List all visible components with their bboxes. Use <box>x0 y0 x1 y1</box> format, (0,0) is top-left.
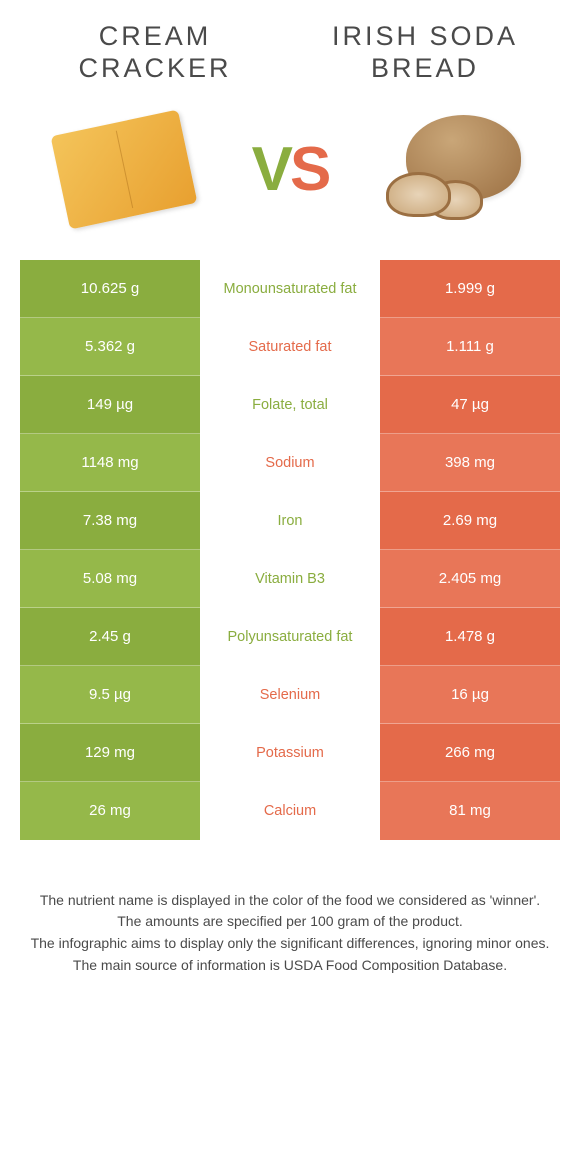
right-food-image <box>376 110 536 230</box>
right-value: 1.111 g <box>380 318 560 376</box>
nutrient-label: Calcium <box>200 782 380 840</box>
left-value: 2.45 g <box>20 608 200 666</box>
caption-line: The infographic aims to display only the… <box>26 933 554 955</box>
table-row: 2.45 gPolyunsaturated fat1.478 g <box>20 608 560 666</box>
nutrient-table: 10.625 gMonounsaturated fat1.999 g5.362 … <box>20 260 560 840</box>
table-row: 9.5 µgSelenium16 µg <box>20 666 560 724</box>
nutrient-label: Folate, total <box>200 376 380 434</box>
table-row: 7.38 mgIron2.69 mg <box>20 492 560 550</box>
images-row: VS <box>0 95 580 260</box>
left-value: 10.625 g <box>20 260 200 318</box>
table-row: 10.625 gMonounsaturated fat1.999 g <box>20 260 560 318</box>
right-value: 1.478 g <box>380 608 560 666</box>
right-value: 2.69 mg <box>380 492 560 550</box>
right-value: 398 mg <box>380 434 560 492</box>
table-row: 129 mgPotassium266 mg <box>20 724 560 782</box>
caption-text: The nutrient name is displayed in the co… <box>20 890 560 977</box>
table-row: 149 µgFolate, total47 µg <box>20 376 560 434</box>
vs-s: S <box>290 135 328 204</box>
right-food-title: Irish Soda Bread <box>304 20 547 85</box>
header-titles: Cream Cracker Irish Soda Bread <box>0 0 580 95</box>
cracker-icon <box>50 110 197 230</box>
vs-label: VS <box>252 134 329 205</box>
nutrient-label: Polyunsaturated fat <box>200 608 380 666</box>
right-value: 2.405 mg <box>380 550 560 608</box>
right-value: 1.999 g <box>380 260 560 318</box>
right-value: 81 mg <box>380 782 560 840</box>
nutrient-label: Selenium <box>200 666 380 724</box>
vs-v: V <box>252 135 290 204</box>
nutrient-label: Potassium <box>200 724 380 782</box>
left-value: 5.362 g <box>20 318 200 376</box>
right-value: 16 µg <box>380 666 560 724</box>
nutrient-label: Saturated fat <box>200 318 380 376</box>
table-row: 5.08 mgVitamin B32.405 mg <box>20 550 560 608</box>
table-row: 1148 mgSodium398 mg <box>20 434 560 492</box>
left-value: 1148 mg <box>20 434 200 492</box>
table-row: 5.362 gSaturated fat1.111 g <box>20 318 560 376</box>
right-value: 47 µg <box>380 376 560 434</box>
left-food-image <box>44 110 204 230</box>
caption-line: The main source of information is USDA F… <box>26 955 554 977</box>
bread-icon <box>386 115 526 225</box>
nutrient-label: Iron <box>200 492 380 550</box>
left-value: 7.38 mg <box>20 492 200 550</box>
caption-line: The amounts are specified per 100 gram o… <box>26 911 554 933</box>
nutrient-label: Vitamin B3 <box>200 550 380 608</box>
table-row: 26 mgCalcium81 mg <box>20 782 560 840</box>
left-food-title: Cream Cracker <box>34 20 277 85</box>
caption-line: The nutrient name is displayed in the co… <box>26 890 554 912</box>
left-value: 9.5 µg <box>20 666 200 724</box>
left-value: 149 µg <box>20 376 200 434</box>
left-value: 5.08 mg <box>20 550 200 608</box>
right-value: 266 mg <box>380 724 560 782</box>
nutrient-label: Monounsaturated fat <box>200 260 380 318</box>
left-value: 26 mg <box>20 782 200 840</box>
left-value: 129 mg <box>20 724 200 782</box>
nutrient-label: Sodium <box>200 434 380 492</box>
